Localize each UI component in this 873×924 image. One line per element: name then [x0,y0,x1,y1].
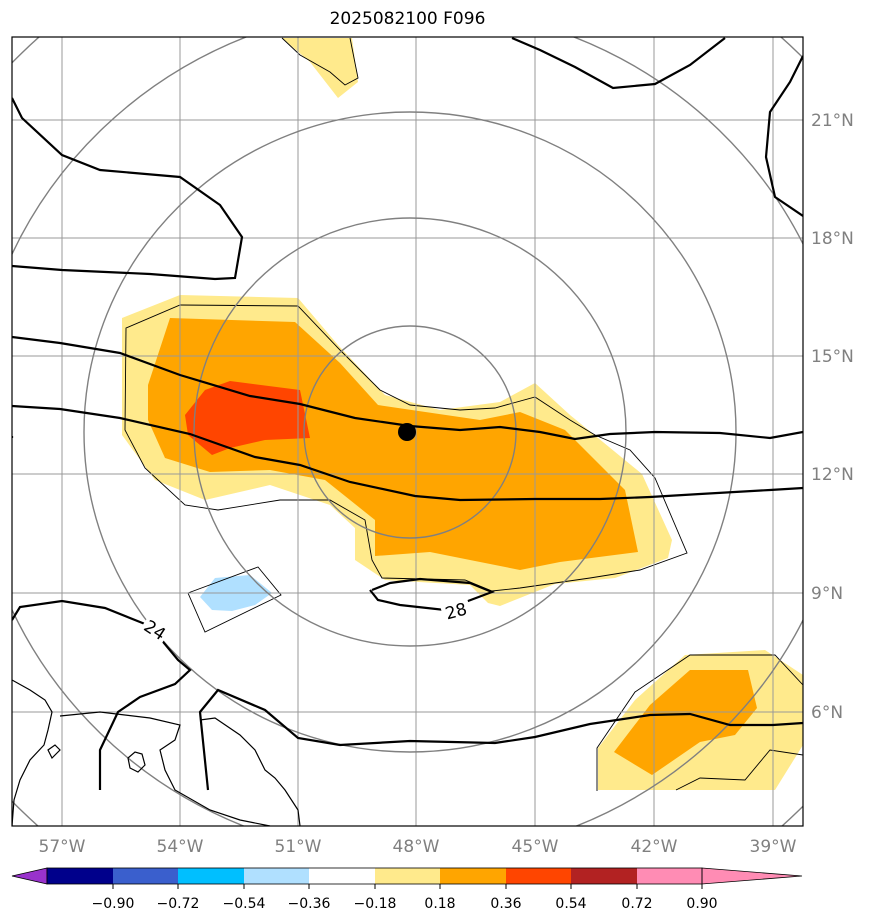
colorbar-tick-label: 0.54 [555,896,586,912]
lon-label: 48°W [393,837,440,857]
lat-label: 12°N [811,465,854,485]
colorbar-segment [244,868,309,884]
latitude-labels: 21°N 18°N 15°N 12°N 9°N 6°N [811,111,854,723]
coastline [12,679,301,826]
colorbar-tick-label: 0.90 [686,896,717,912]
colorbar-segment [440,868,506,884]
colorbar-segment [113,868,178,884]
colorbar-extend-right [701,867,803,885]
anomaly-fill-orange-southeast [614,670,757,775]
map-title: 2025082100 F096 [329,9,486,29]
storm-center-marker [398,423,416,441]
colorbar-tick-label: 0.36 [490,896,521,912]
map-frame [11,36,804,827]
lat-label: 15°N [811,347,854,367]
colorbar-segment [309,868,375,884]
lat-label: 21°N [811,111,854,131]
contour-label-28: 28 [439,597,473,624]
longitude-labels: 57°W 54°W 51°W 48°W 45°W 42°W 39°W [39,837,797,857]
lat-label: 9°N [811,584,843,604]
lon-label: 51°W [275,837,322,857]
colorbar-segment [637,868,702,884]
colorbar-tick-label: −0.90 [92,896,135,912]
lon-label: 42°W [631,837,678,857]
colorbar-segment [47,868,113,884]
colorbar-segment [506,868,571,884]
contour-label-24: 24 [138,614,172,646]
lon-label: 39°W [750,837,797,857]
graticule [12,37,803,826]
lon-label: 45°W [512,837,559,857]
colorbar-tick-label: −0.72 [157,896,200,912]
lat-label: 18°N [811,229,854,249]
colorbar-tick-label: 0.18 [424,896,455,912]
colorbar-tick-label: −0.36 [288,896,331,912]
anomaly-fill-orange [148,318,638,570]
thick-contours [12,37,803,791]
colorbar-tick-label: 0.72 [621,896,652,912]
colorbar-extend-left [11,867,48,885]
colorbar-segment [571,868,637,884]
anomaly-fill-light-yellow-north [282,38,358,98]
colorbar-segment [375,868,440,884]
colorbar-tick-label: −0.54 [223,896,266,912]
lon-label: 54°W [157,837,204,857]
lat-label: 6°N [811,703,843,723]
colorbar-segment [178,868,244,884]
lon-label: 57°W [39,837,86,857]
contour-label-24-text: 24 [140,617,169,646]
colorbar-tick-label: −0.18 [354,896,397,912]
colorbar: −0.90 −0.72 −0.54 −0.36 −0.18 0.18 0.36 … [11,867,803,912]
